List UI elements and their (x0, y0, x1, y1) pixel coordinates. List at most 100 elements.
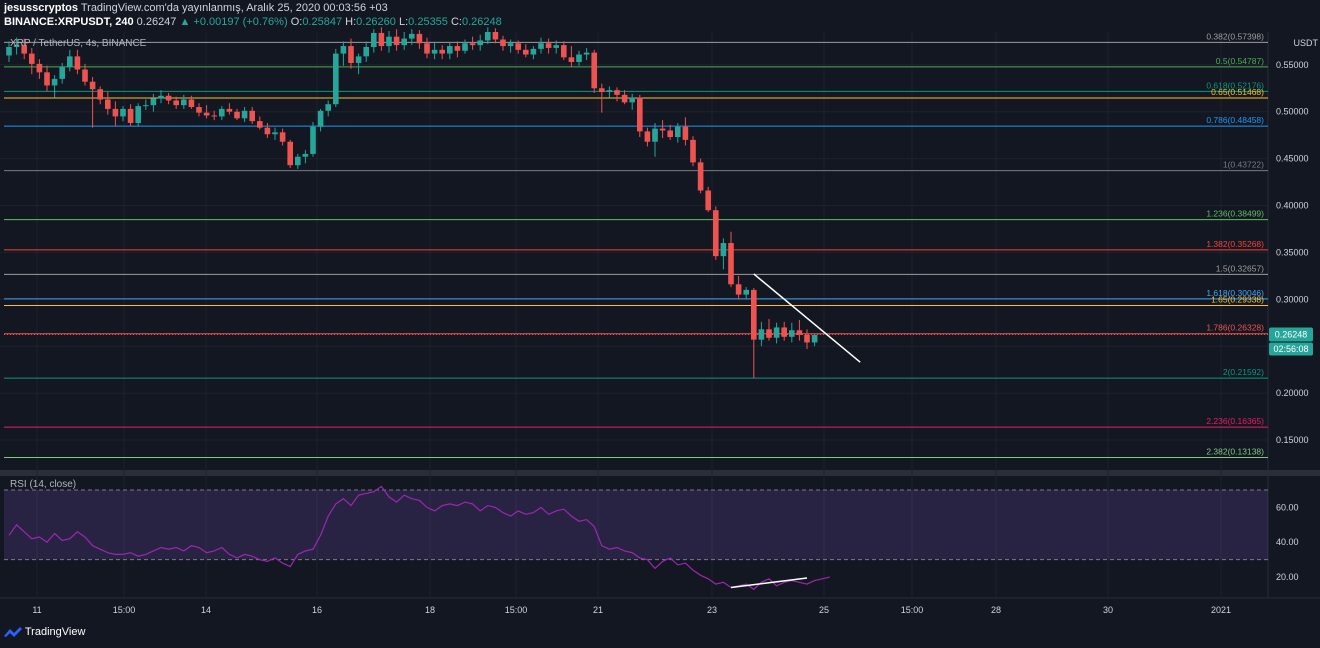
candle-body (348, 46, 354, 63)
time-tick-label: 23 (707, 605, 717, 615)
candle-body (553, 45, 559, 48)
candle-body (325, 104, 331, 111)
candle-body (74, 56, 81, 70)
rsi-trendline (730, 577, 808, 589)
rsi-title: RSI (14, close) (10, 479, 77, 490)
candle-body (523, 49, 529, 55)
price-tick-label: 0.40000 (1276, 201, 1309, 211)
candle-body (302, 153, 309, 157)
time-tick-label: 25 (819, 605, 829, 615)
candle-body (67, 56, 73, 67)
author-name[interactable]: jesusscryptos (4, 2, 78, 14)
candle-body (477, 40, 483, 46)
candle-body (120, 108, 126, 117)
rsi-tick-label: 60.00 (1276, 502, 1299, 512)
candle-body (340, 46, 347, 54)
candle-body (431, 49, 438, 54)
candle-body (530, 48, 537, 55)
tradingview-brand[interactable]: TradingView (4, 626, 85, 638)
fib-level-label: 1.65(0.29338) (1211, 295, 1264, 305)
candle-body (675, 126, 681, 138)
candle-body (621, 94, 628, 103)
fib-level-label: 1.382(0.35268) (1206, 239, 1264, 249)
candle-body (241, 110, 248, 119)
candle-body (599, 88, 605, 93)
candle-body (720, 243, 727, 257)
candle-body (751, 289, 757, 340)
candle-body (637, 97, 643, 132)
candle-body (6, 47, 12, 56)
fib-level-label: 1(0.43722) (1223, 160, 1264, 170)
last-price-tag (1269, 327, 1313, 342)
candle-body (561, 45, 567, 58)
candle-body (728, 243, 734, 285)
price-tick-label: 0.55000 (1276, 60, 1309, 70)
candle-body (401, 38, 407, 46)
candle-body (295, 156, 301, 166)
candle-body (234, 111, 240, 119)
candle-body (333, 53, 339, 105)
candle-body (773, 327, 780, 338)
candle-body (363, 47, 369, 57)
fib-level-label: 1.618(0.30046) (1206, 288, 1264, 298)
publish-info: TradingView.com'da yayınlanmış, Aralık 2… (80, 2, 388, 14)
candle-body (59, 66, 65, 79)
time-tick-label: 16 (312, 605, 322, 615)
time-tick-label: 2021 (1211, 605, 1231, 615)
candle-body (127, 108, 134, 123)
candle-body (758, 329, 765, 340)
candle-body (538, 43, 544, 49)
candle-body (644, 131, 651, 142)
fib-level-label: 1.236(0.38499) (1206, 209, 1264, 219)
publish-line: jesusscryptos TradingView.com'da yayınla… (4, 2, 388, 14)
candle-body (515, 43, 521, 50)
price-tick-label: 0.30000 (1276, 294, 1309, 304)
last-price: 0.26247 (136, 16, 177, 28)
pane-separator (0, 470, 1320, 476)
fib-level-label: 0.5(0.54787) (1216, 56, 1264, 66)
open-value: 0.25847 (302, 16, 343, 28)
close-value: 0.26248 (461, 16, 502, 28)
candle-body (568, 57, 575, 63)
candle-body (249, 110, 255, 122)
candle-body (310, 126, 316, 154)
candle-body (492, 32, 499, 40)
countdown-tag-text: 02:56:08 (1273, 344, 1308, 354)
candle-body (29, 53, 35, 64)
candle-body (682, 126, 689, 140)
candle-body (424, 43, 430, 54)
candle-body (287, 141, 293, 166)
candle-body (469, 43, 476, 46)
fib-level-label: 2(0.21592) (1223, 367, 1264, 377)
candle-body (143, 105, 149, 107)
candle-body (82, 69, 88, 82)
candle-body (766, 329, 772, 338)
candle-body (97, 89, 103, 100)
time-tick-label: 14 (201, 605, 211, 615)
symbol-label[interactable]: BINANCE:XRPUSDT, 240 (4, 16, 134, 28)
candle-body (264, 127, 271, 135)
candle-body (583, 52, 590, 55)
candle-body (659, 128, 666, 131)
candle-body (158, 95, 164, 99)
candle-body (393, 36, 400, 46)
candle-body (485, 32, 491, 41)
candle-body (576, 54, 582, 63)
candle-body (629, 97, 635, 103)
time-tick-label: 21 (593, 605, 603, 615)
time-tick-label: 15:00 (505, 605, 528, 615)
candle-body (614, 90, 620, 95)
candle-body (181, 99, 187, 106)
candle-body (317, 110, 324, 127)
candle-body (591, 52, 597, 89)
price-tick-label: 0.20000 (1276, 388, 1309, 398)
fib-level-label: 1.786(0.26328) (1206, 323, 1264, 333)
time-tick-label: 28 (991, 605, 1001, 615)
ohlc-line: BINANCE:XRPUSDT, 240 0.26247 ▲ +0.00197 … (4, 16, 502, 28)
candle-body (135, 106, 141, 123)
candle-body (89, 81, 96, 90)
candle-body (804, 334, 810, 343)
candle-body (789, 330, 795, 337)
candle-body (439, 49, 445, 54)
